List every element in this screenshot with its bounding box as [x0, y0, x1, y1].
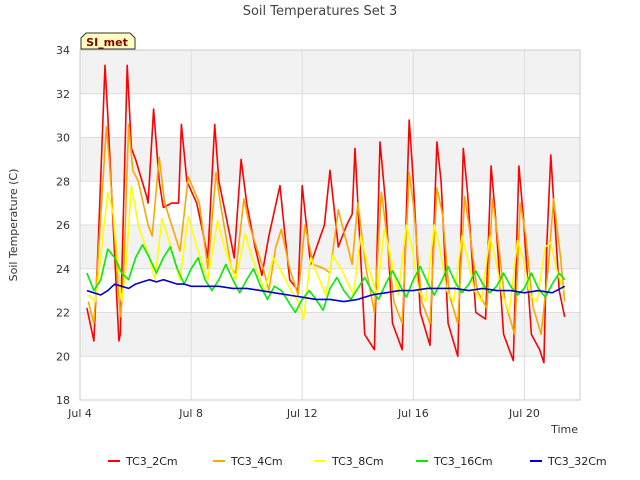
y-tick-label: 20	[56, 350, 70, 363]
site-label: SI_met	[86, 36, 128, 49]
x-tick-label: Jul 12	[286, 407, 318, 420]
legend-label: TC3_2Cm	[125, 455, 178, 468]
chart-title: Soil Temperatures Set 3	[243, 4, 398, 19]
y-tick-label: 34	[56, 44, 70, 57]
series-line-tc3-8cm	[87, 184, 565, 320]
y-tick-label: 28	[56, 175, 70, 188]
x-tick-label: Jul 16	[397, 407, 429, 420]
legend-label: TC3_16Cm	[433, 455, 493, 468]
plot-band	[80, 312, 580, 357]
y-tick-label: 22	[56, 307, 70, 320]
y-tick-label: 32	[56, 88, 70, 101]
y-tick-label: 18	[56, 394, 70, 407]
y-axis-ticks: 18 20 22 24 26 28 30 32 34	[56, 44, 70, 407]
plot-band	[80, 356, 580, 400]
series-line-tc3-32cm	[86, 278, 566, 303]
site-label-box	[80, 32, 136, 50]
y-axis-label: Soil Temperature (C)	[7, 169, 20, 282]
legend-item: TC3_4Cm	[213, 455, 283, 468]
x-tick-label: Jul 20	[508, 407, 540, 420]
legend-item: TC3_32Cm	[530, 455, 607, 468]
legend-label: TC3_4Cm	[230, 455, 283, 468]
x-axis-ticks: Jul 4 Jul 8 Jul 12 Jul 16 Jul 20	[67, 407, 540, 420]
plot-band	[80, 50, 580, 94]
plot-band	[80, 93, 580, 138]
site-label-badge: SI_met	[80, 32, 136, 50]
plot-frame	[79, 49, 581, 401]
legend-item: TC3_16Cm	[416, 455, 493, 468]
legend-item: TC3_8Cm	[314, 455, 384, 468]
y-tick-label: 30	[56, 132, 70, 145]
y-tick-label: 26	[56, 219, 70, 232]
legend-item: TC3_2Cm	[108, 455, 178, 468]
series-lines	[86, 64, 566, 364]
x-tick-label: Jul 4	[67, 407, 92, 420]
y-tick-label: 24	[56, 263, 70, 276]
legend-label: TC3_32Cm	[547, 455, 607, 468]
x-axis-label: Time	[550, 423, 578, 436]
plot-band	[80, 225, 580, 269]
legend-label: TC3_8Cm	[331, 455, 384, 468]
x-tick-label: Jul 8	[178, 407, 203, 420]
series-line-tc3-2cm	[86, 64, 566, 364]
legend: TC3_2Cm TC3_4Cm TC3_8Cm TC3_16Cm TC3_32Cm	[108, 455, 607, 468]
